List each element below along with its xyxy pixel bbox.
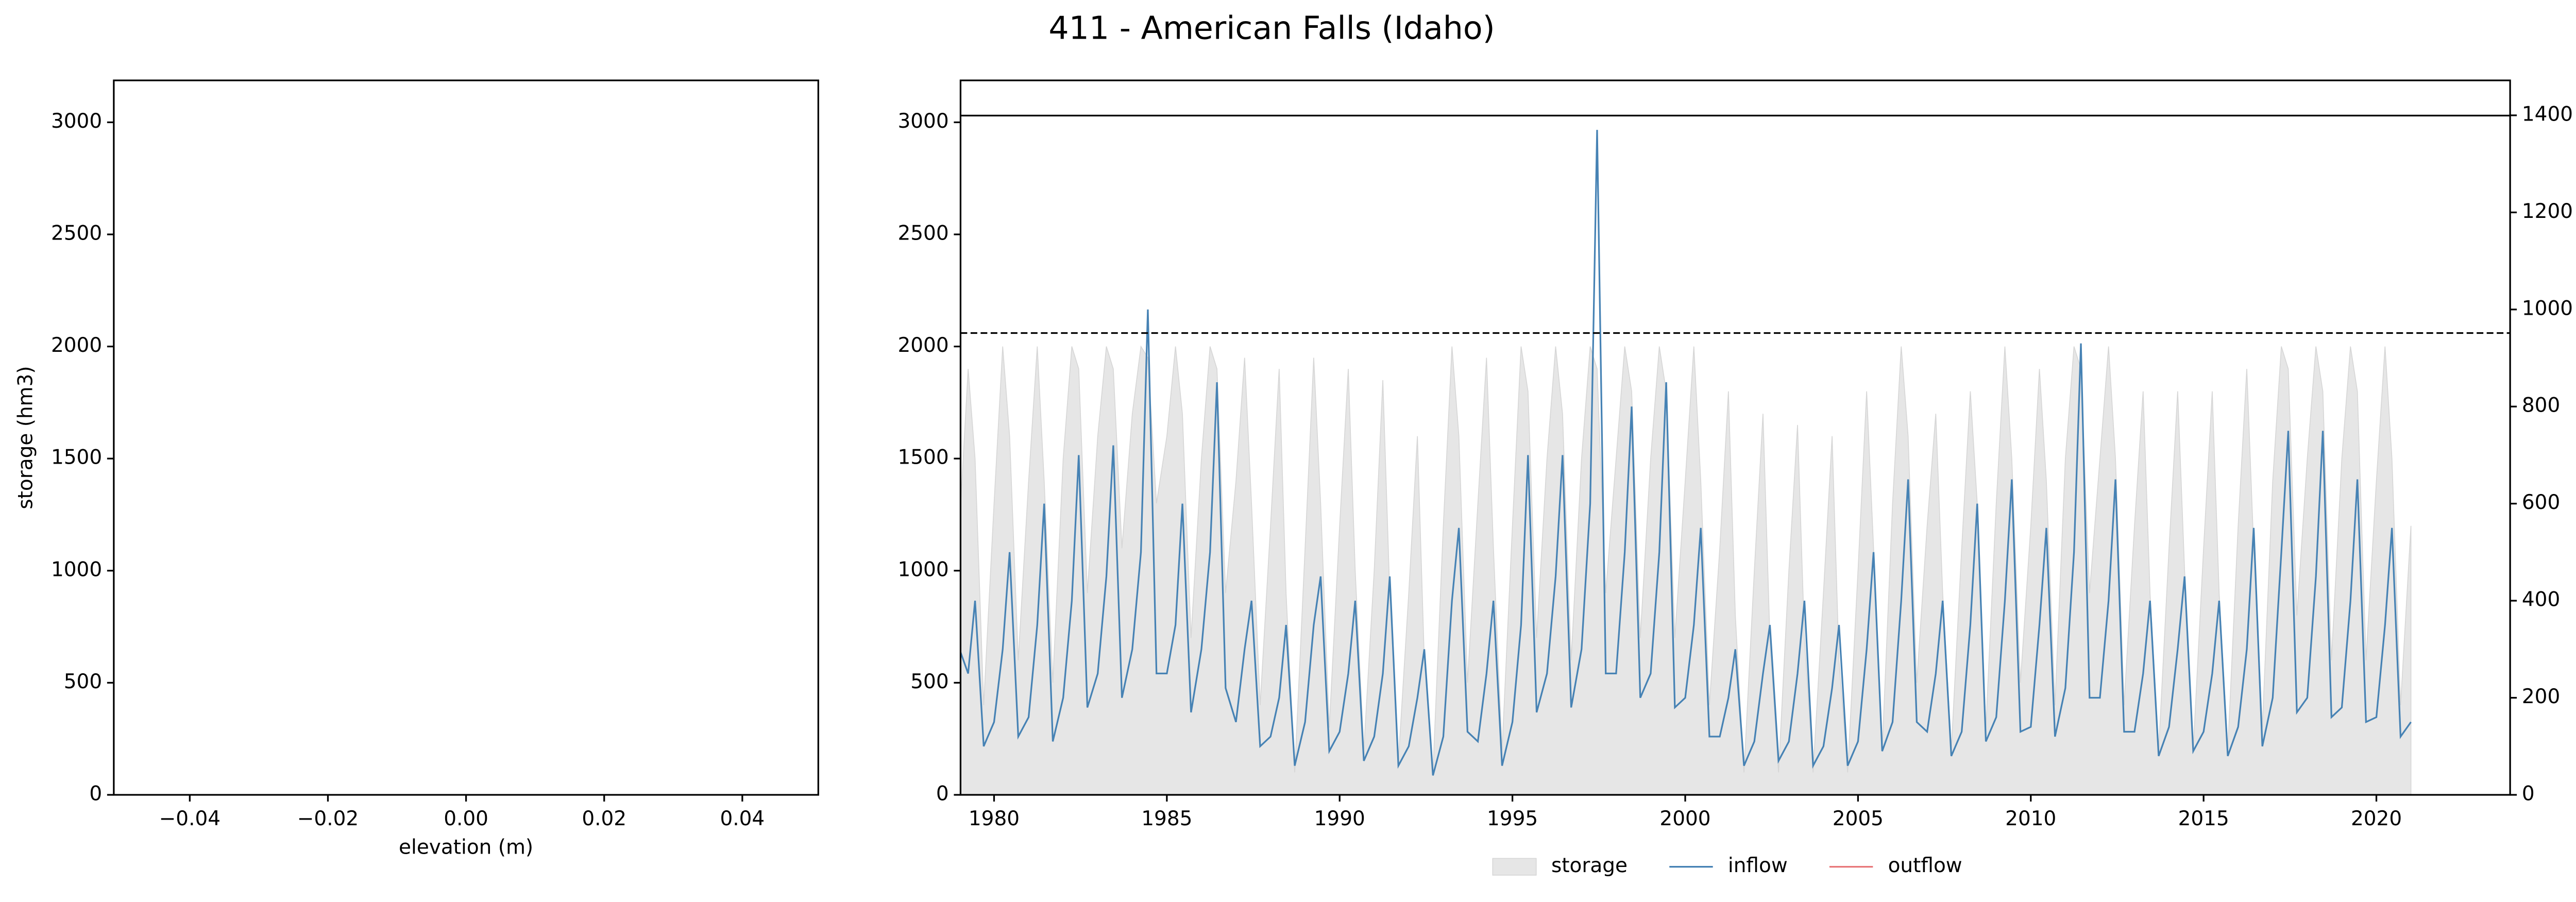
y-tick-label: 2500 <box>51 222 102 245</box>
x-tick-label: 0.00 <box>444 807 488 830</box>
x-tick-label: 1985 <box>1141 807 1192 830</box>
axes-frame <box>959 79 2511 796</box>
x-tick-label: 2010 <box>2005 807 2056 830</box>
x-tick-label: 0.04 <box>720 807 765 830</box>
legend-label: storage <box>1551 854 1628 877</box>
y-tick-label: 1000 <box>897 558 948 581</box>
x-tick-label: 1980 <box>969 807 1020 830</box>
y-tick-label: 500 <box>64 670 102 693</box>
y-axis-label: storage (hm3) <box>14 366 37 509</box>
x-tick-label: 0.02 <box>582 807 626 830</box>
y-tick-label: 2500 <box>897 222 948 245</box>
y-tick-label: 500 <box>910 670 948 693</box>
y-tick-label: 1500 <box>51 446 102 469</box>
plot-area <box>960 114 2511 795</box>
legend-label: inflow <box>1728 854 1788 877</box>
y-tick-label: 3000 <box>897 110 948 133</box>
x-tick-label: −0.04 <box>159 807 221 830</box>
y-tick-label: 1500 <box>897 446 948 469</box>
y-tick-label: 2000 <box>51 334 102 357</box>
y2-tick-label: 600 <box>2522 491 2560 514</box>
y2-tick-label: 400 <box>2522 588 2560 611</box>
y2-tick-label: 800 <box>2522 394 2560 417</box>
inflow-line <box>960 130 2412 776</box>
y2-tick-label: 1000 <box>2522 297 2573 320</box>
x-tick-label: 1990 <box>1314 807 1365 830</box>
x-tick-label: 2020 <box>2351 807 2402 830</box>
figure-title: 411 - American Falls (Idaho) <box>1048 10 1495 47</box>
storage-area <box>960 345 2412 795</box>
legend: storage inflow outflow <box>1492 854 1962 877</box>
y-tick-label: 0 <box>936 782 949 805</box>
y2-tick-label: 1400 <box>2522 103 2573 126</box>
x-tick-label: 2000 <box>1659 807 1710 830</box>
x-tick-label: 2015 <box>2178 807 2229 830</box>
y-tick-label: 0 <box>89 782 102 805</box>
x-tick-label: 1995 <box>1487 807 1538 830</box>
legend-swatch <box>1492 858 1537 876</box>
y-tick-label: 3000 <box>51 110 102 133</box>
x-tick-label: 2005 <box>1833 807 1884 830</box>
y-tick-label: 2000 <box>897 334 948 357</box>
y2-tick-label: 1200 <box>2522 200 2573 223</box>
x-axis-label: elevation (m) <box>399 836 533 859</box>
legend-label: outflow <box>1888 854 1962 877</box>
y2-tick-label: 200 <box>2522 685 2560 708</box>
x-tick-label: −0.02 <box>297 807 359 830</box>
y2-tick-label: 0 <box>2522 782 2535 805</box>
y-tick-label: 1000 <box>51 558 102 581</box>
